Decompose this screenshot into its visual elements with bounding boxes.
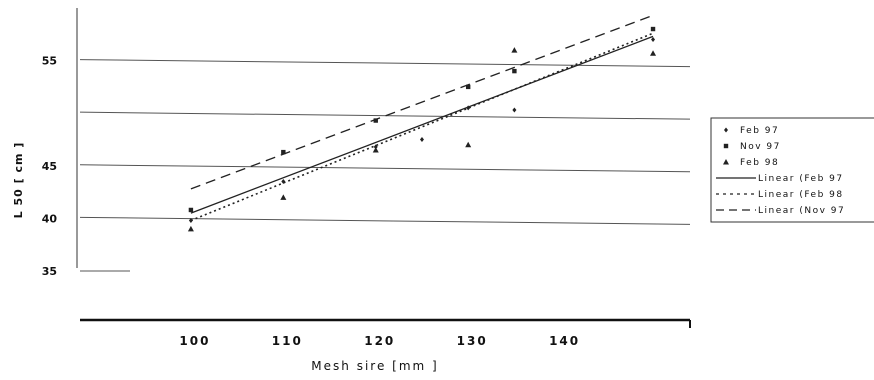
gridline-45 bbox=[79, 164, 691, 173]
trendline-linear-nov-97 bbox=[190, 14, 654, 190]
x-tick-label-120: 120 bbox=[364, 334, 395, 348]
point-nov-97-5 bbox=[650, 26, 656, 32]
y-axis-title: L 50 [ cm ] bbox=[12, 142, 25, 219]
y-tick-labels: 35 40 45 55 bbox=[42, 55, 58, 278]
y-tick-label-40: 40 bbox=[42, 212, 58, 225]
point-feb-98-5 bbox=[650, 50, 657, 56]
gridline-50 bbox=[79, 111, 691, 120]
x-tick-label-140: 140 bbox=[549, 334, 580, 348]
legend-label-linear-feb-98: Linear (Feb 98 bbox=[758, 190, 844, 200]
point-nov-97-1 bbox=[281, 149, 286, 155]
point-feb-98-2 bbox=[372, 147, 379, 153]
legend-label-linear-feb-97: Linear (Feb 97 bbox=[758, 174, 844, 184]
point-feb-97-1 bbox=[281, 179, 286, 185]
point-feb-98-0 bbox=[187, 225, 194, 232]
x-tick-label-100: 100 bbox=[179, 334, 210, 348]
point-nov-97-3 bbox=[465, 84, 471, 90]
point-nov-97-4 bbox=[512, 68, 517, 74]
legend-swatch-feb-98 bbox=[723, 159, 729, 165]
trendlines bbox=[190, 14, 654, 222]
point-feb-98-3 bbox=[465, 141, 472, 148]
point-feb-98-1 bbox=[280, 194, 287, 200]
x-tick-label-130: 130 bbox=[457, 334, 488, 348]
point-feb-97-3 bbox=[419, 136, 424, 142]
legend-label-nov-97: Nov 97 bbox=[740, 142, 781, 152]
point-feb-97-2 bbox=[373, 144, 378, 150]
point-feb-98-4 bbox=[511, 47, 518, 53]
data-points bbox=[187, 26, 657, 232]
legend-label-feb-98: Feb 98 bbox=[740, 158, 779, 168]
trendline-linear-feb-97 bbox=[190, 35, 654, 214]
point-nov-97-2 bbox=[373, 118, 378, 123]
y-tick-label-55: 55 bbox=[42, 55, 57, 68]
y-tick-label-35: 35 bbox=[42, 265, 57, 278]
x-axis-title: Mesh sire [mm ] bbox=[311, 359, 438, 373]
gridlines bbox=[79, 59, 691, 272]
point-nov-97-0 bbox=[188, 207, 194, 213]
legend-label-linear-nov-97: Linear (Nov 97 bbox=[758, 206, 845, 216]
gridline-55 bbox=[79, 59, 691, 68]
legend-label-feb-97: Feb 97 bbox=[740, 126, 779, 136]
legend-box bbox=[710, 117, 874, 223]
x-tick-labels: 100 110 120 130 140 bbox=[179, 334, 580, 348]
point-feb-97-4 bbox=[466, 105, 471, 111]
point-feb-97-0 bbox=[188, 217, 193, 223]
legend-swatch-nov-97 bbox=[723, 143, 729, 149]
gridline-40 bbox=[79, 216, 691, 225]
legend: Feb 97 Nov 97 Feb 98 Linear (Feb 97 Linear (… bbox=[710, 117, 874, 223]
point-feb-97-6 bbox=[651, 37, 656, 43]
axes bbox=[76, 8, 691, 328]
y-tick-label-45: 45 bbox=[42, 160, 57, 173]
point-feb-97-5 bbox=[512, 107, 517, 113]
x-tick-label-110: 110 bbox=[272, 334, 303, 348]
legend-swatch-feb-97 bbox=[724, 127, 728, 133]
trendline-linear-feb-98 bbox=[190, 32, 654, 222]
